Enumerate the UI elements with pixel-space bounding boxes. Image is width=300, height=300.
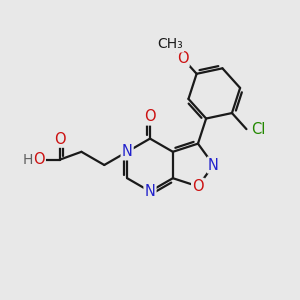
Text: CH₃: CH₃ [157,38,183,51]
Text: O: O [144,110,156,124]
Text: N: N [122,144,133,159]
Text: N: N [208,158,219,172]
Text: O: O [54,132,65,147]
Text: O: O [192,179,204,194]
Text: O: O [177,51,189,66]
Text: Cl: Cl [251,122,265,136]
Text: N: N [145,184,155,199]
Text: O: O [33,152,45,167]
Text: H: H [22,153,33,167]
